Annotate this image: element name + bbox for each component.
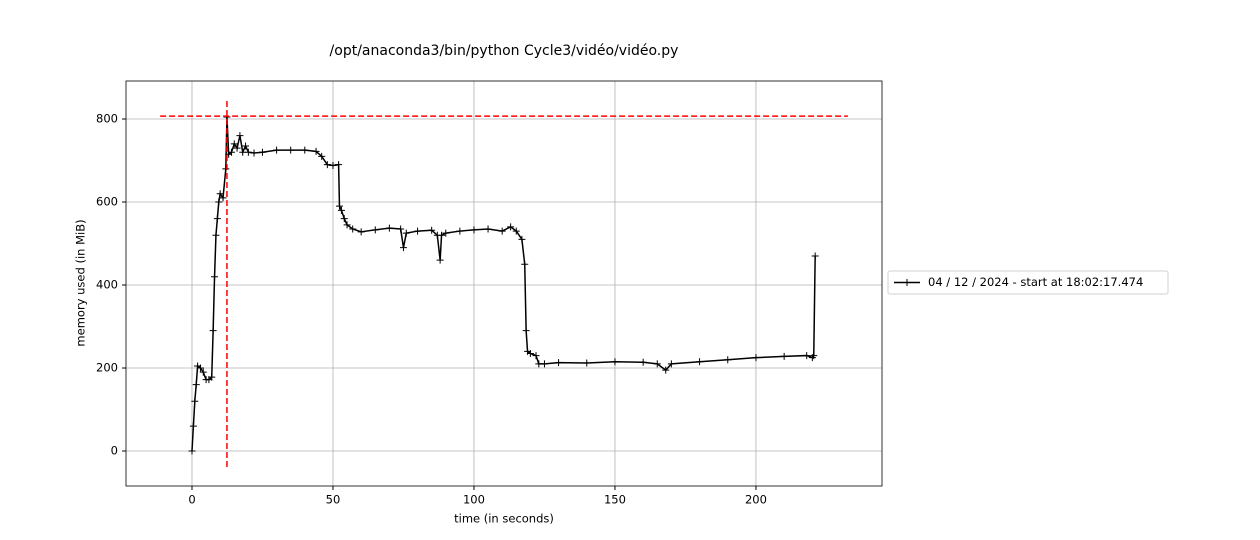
point-marker: [188, 447, 196, 455]
point-marker: [343, 221, 351, 229]
point-marker: [312, 147, 320, 155]
point-marker: [522, 327, 530, 335]
x-tick-label: 150: [604, 493, 626, 507]
point-marker: [456, 227, 464, 235]
point-marker: [810, 352, 818, 360]
x-tick-label: 50: [326, 493, 341, 507]
point-marker: [653, 360, 661, 368]
point-marker: [208, 373, 216, 381]
point-marker: [512, 227, 520, 235]
point-marker: [244, 148, 252, 156]
point-marker: [555, 359, 563, 367]
point-marker: [780, 352, 788, 360]
point-marker: [484, 225, 492, 233]
point-marker: [803, 352, 811, 360]
point-marker: [696, 358, 704, 366]
legend-marker: [903, 279, 911, 286]
point-marker: [236, 132, 244, 140]
point-marker: [212, 231, 220, 239]
point-marker: [192, 381, 200, 389]
point-marker: [318, 152, 326, 160]
point-marker: [227, 148, 235, 156]
point-marker: [662, 366, 670, 374]
point-marker: [250, 149, 258, 157]
x-tick-label: 0: [188, 493, 195, 507]
point-marker: [811, 252, 819, 260]
point-marker: [258, 148, 266, 156]
point-marker: [540, 360, 548, 368]
point-marker: [583, 359, 591, 367]
point-marker: [273, 146, 281, 154]
point-marker: [191, 397, 199, 405]
point-marker: [371, 226, 379, 234]
point-marker: [340, 215, 348, 223]
point-marker: [438, 231, 446, 239]
point-marker: [436, 256, 444, 264]
point-marker: [521, 260, 529, 268]
point-marker: [209, 327, 217, 335]
point-marker: [611, 358, 619, 366]
point-marker: [213, 215, 221, 223]
y-tick-label: 800: [96, 112, 118, 126]
point-marker: [215, 198, 223, 206]
point-marker: [349, 225, 357, 233]
point-marker: [335, 202, 343, 210]
x-tick-label: 100: [463, 493, 485, 507]
x-tick-label: 200: [745, 493, 767, 507]
point-marker: [329, 161, 337, 169]
point-marker: [219, 194, 227, 202]
point-marker: [189, 422, 197, 430]
point-marker: [337, 206, 345, 214]
plot-frame: [125, 80, 883, 487]
y-tick-label: 0: [111, 444, 118, 458]
point-marker: [442, 229, 450, 237]
point-marker: [752, 354, 760, 362]
point-marker: [397, 225, 405, 233]
point-marker: [402, 229, 410, 237]
point-marker: [287, 146, 295, 154]
point-marker: [196, 364, 204, 372]
point-marker: [216, 190, 224, 198]
point-marker: [335, 161, 343, 169]
point-marker: [526, 349, 534, 357]
point-marker: [211, 273, 219, 281]
y-tick-label: 200: [96, 361, 118, 375]
point-marker: [242, 142, 250, 150]
point-marker: [498, 227, 506, 235]
point-marker: [385, 224, 393, 232]
point-marker: [230, 140, 238, 148]
point-marker: [639, 358, 647, 366]
point-marker: [414, 227, 422, 235]
point-marker: [470, 226, 478, 234]
point-marker: [357, 228, 365, 236]
y-tick-label: 600: [96, 195, 118, 209]
point-marker: [199, 368, 207, 376]
point-marker: [233, 144, 241, 152]
y-axis-label: memory used (in MiB): [74, 219, 88, 346]
point-marker: [222, 165, 230, 173]
point-marker: [399, 244, 407, 252]
chart-title: /opt/anaconda3/bin/python Cycle3/vidéo/v…: [330, 43, 679, 59]
point-marker: [428, 226, 436, 234]
point-marker: [532, 352, 540, 360]
series-line: [191, 116, 816, 452]
point-marker: [301, 146, 309, 154]
point-marker: [518, 235, 526, 243]
point-marker: [323, 161, 331, 169]
point-marker: [507, 223, 515, 231]
point-marker: [667, 360, 675, 368]
legend-label: 04 / 12 / 2024 - start at 18:02:17.474: [928, 275, 1143, 289]
legend-box: [887, 270, 1169, 295]
x-axis-label: time (in seconds): [454, 512, 554, 526]
y-tick-label: 400: [96, 278, 118, 292]
point-marker: [724, 356, 732, 364]
